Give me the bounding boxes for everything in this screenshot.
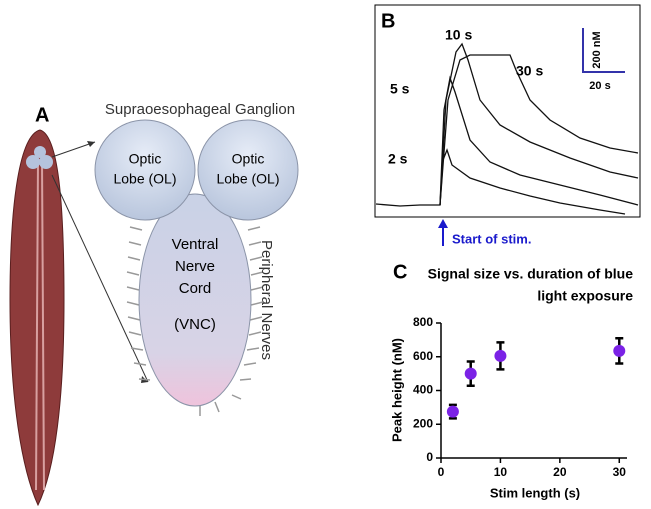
panel-letter: A [35,104,49,126]
x-tick-label: 10 [494,465,508,479]
x-tick-label: 20 [553,465,567,479]
panel-b: B 10 s 30 s 5 s 2 s 200 nM 20 s Start of… [374,4,641,246]
y-tick-label: 200 [413,416,433,430]
arrowhead [87,141,95,147]
point [464,367,477,380]
trace-label: 2 s [388,151,408,167]
scale-y-label: 200 nM [591,31,603,68]
ganglion-label: Supraoesophageal Ganglion [105,101,295,118]
larva-cord [35,159,45,491]
lobe-label: Optic [232,151,265,167]
cord-label: Nerve [175,258,215,275]
y-tick-label: 600 [413,349,433,363]
x-tick-label: 0 [438,465,445,479]
vnc [138,193,252,407]
panel-letter: B [381,10,395,32]
stim-label: Start of stim. [452,231,531,246]
stim-arrowhead [438,219,448,228]
y-axis-label: Peak height (nM) [389,338,404,442]
point [494,349,507,362]
point [446,405,459,418]
right-lobe [197,119,299,221]
trace-label: 10 s [445,27,472,43]
x-axis-label: Stim length (s) [490,485,580,500]
traces [375,42,639,215]
cord-label: Cord [179,280,212,297]
y-tick-label: 0 [426,450,433,464]
arrow [51,141,96,158]
x-tick-label: 30 [613,465,627,479]
chart-title: light exposure [537,288,633,304]
scale-x-label: 20 s [589,80,610,92]
scale-bar [582,28,625,73]
nerves [126,226,264,416]
cord-label: Ventral [172,236,219,253]
panel-letter: C [393,261,407,283]
y-tick-label: 400 [413,383,433,397]
trace-box [374,4,641,218]
lobe-label: Optic [129,151,162,167]
larva-brain [26,155,40,169]
larva-brain [39,155,53,169]
panel-c: C Signal size vs. duration of blue light… [389,261,633,500]
lobe-label: Lobe (OL) [113,171,176,187]
larva-brain [34,146,46,158]
trace-label: 5 s [390,81,410,97]
lobe-label: Lobe (OL) [216,171,279,187]
y-tick-label: 800 [413,315,433,329]
trace-label: 30 s [516,63,543,79]
point [613,344,626,357]
cord-label: (VNC) [174,316,216,333]
nerves-label: Peripheral Nerves [258,240,275,360]
panel-a: A Supraoesophageal Ganglion Optic Lobe (… [9,101,299,507]
chart-title: Signal size vs. duration of blue [428,266,634,282]
left-lobe [94,119,196,221]
